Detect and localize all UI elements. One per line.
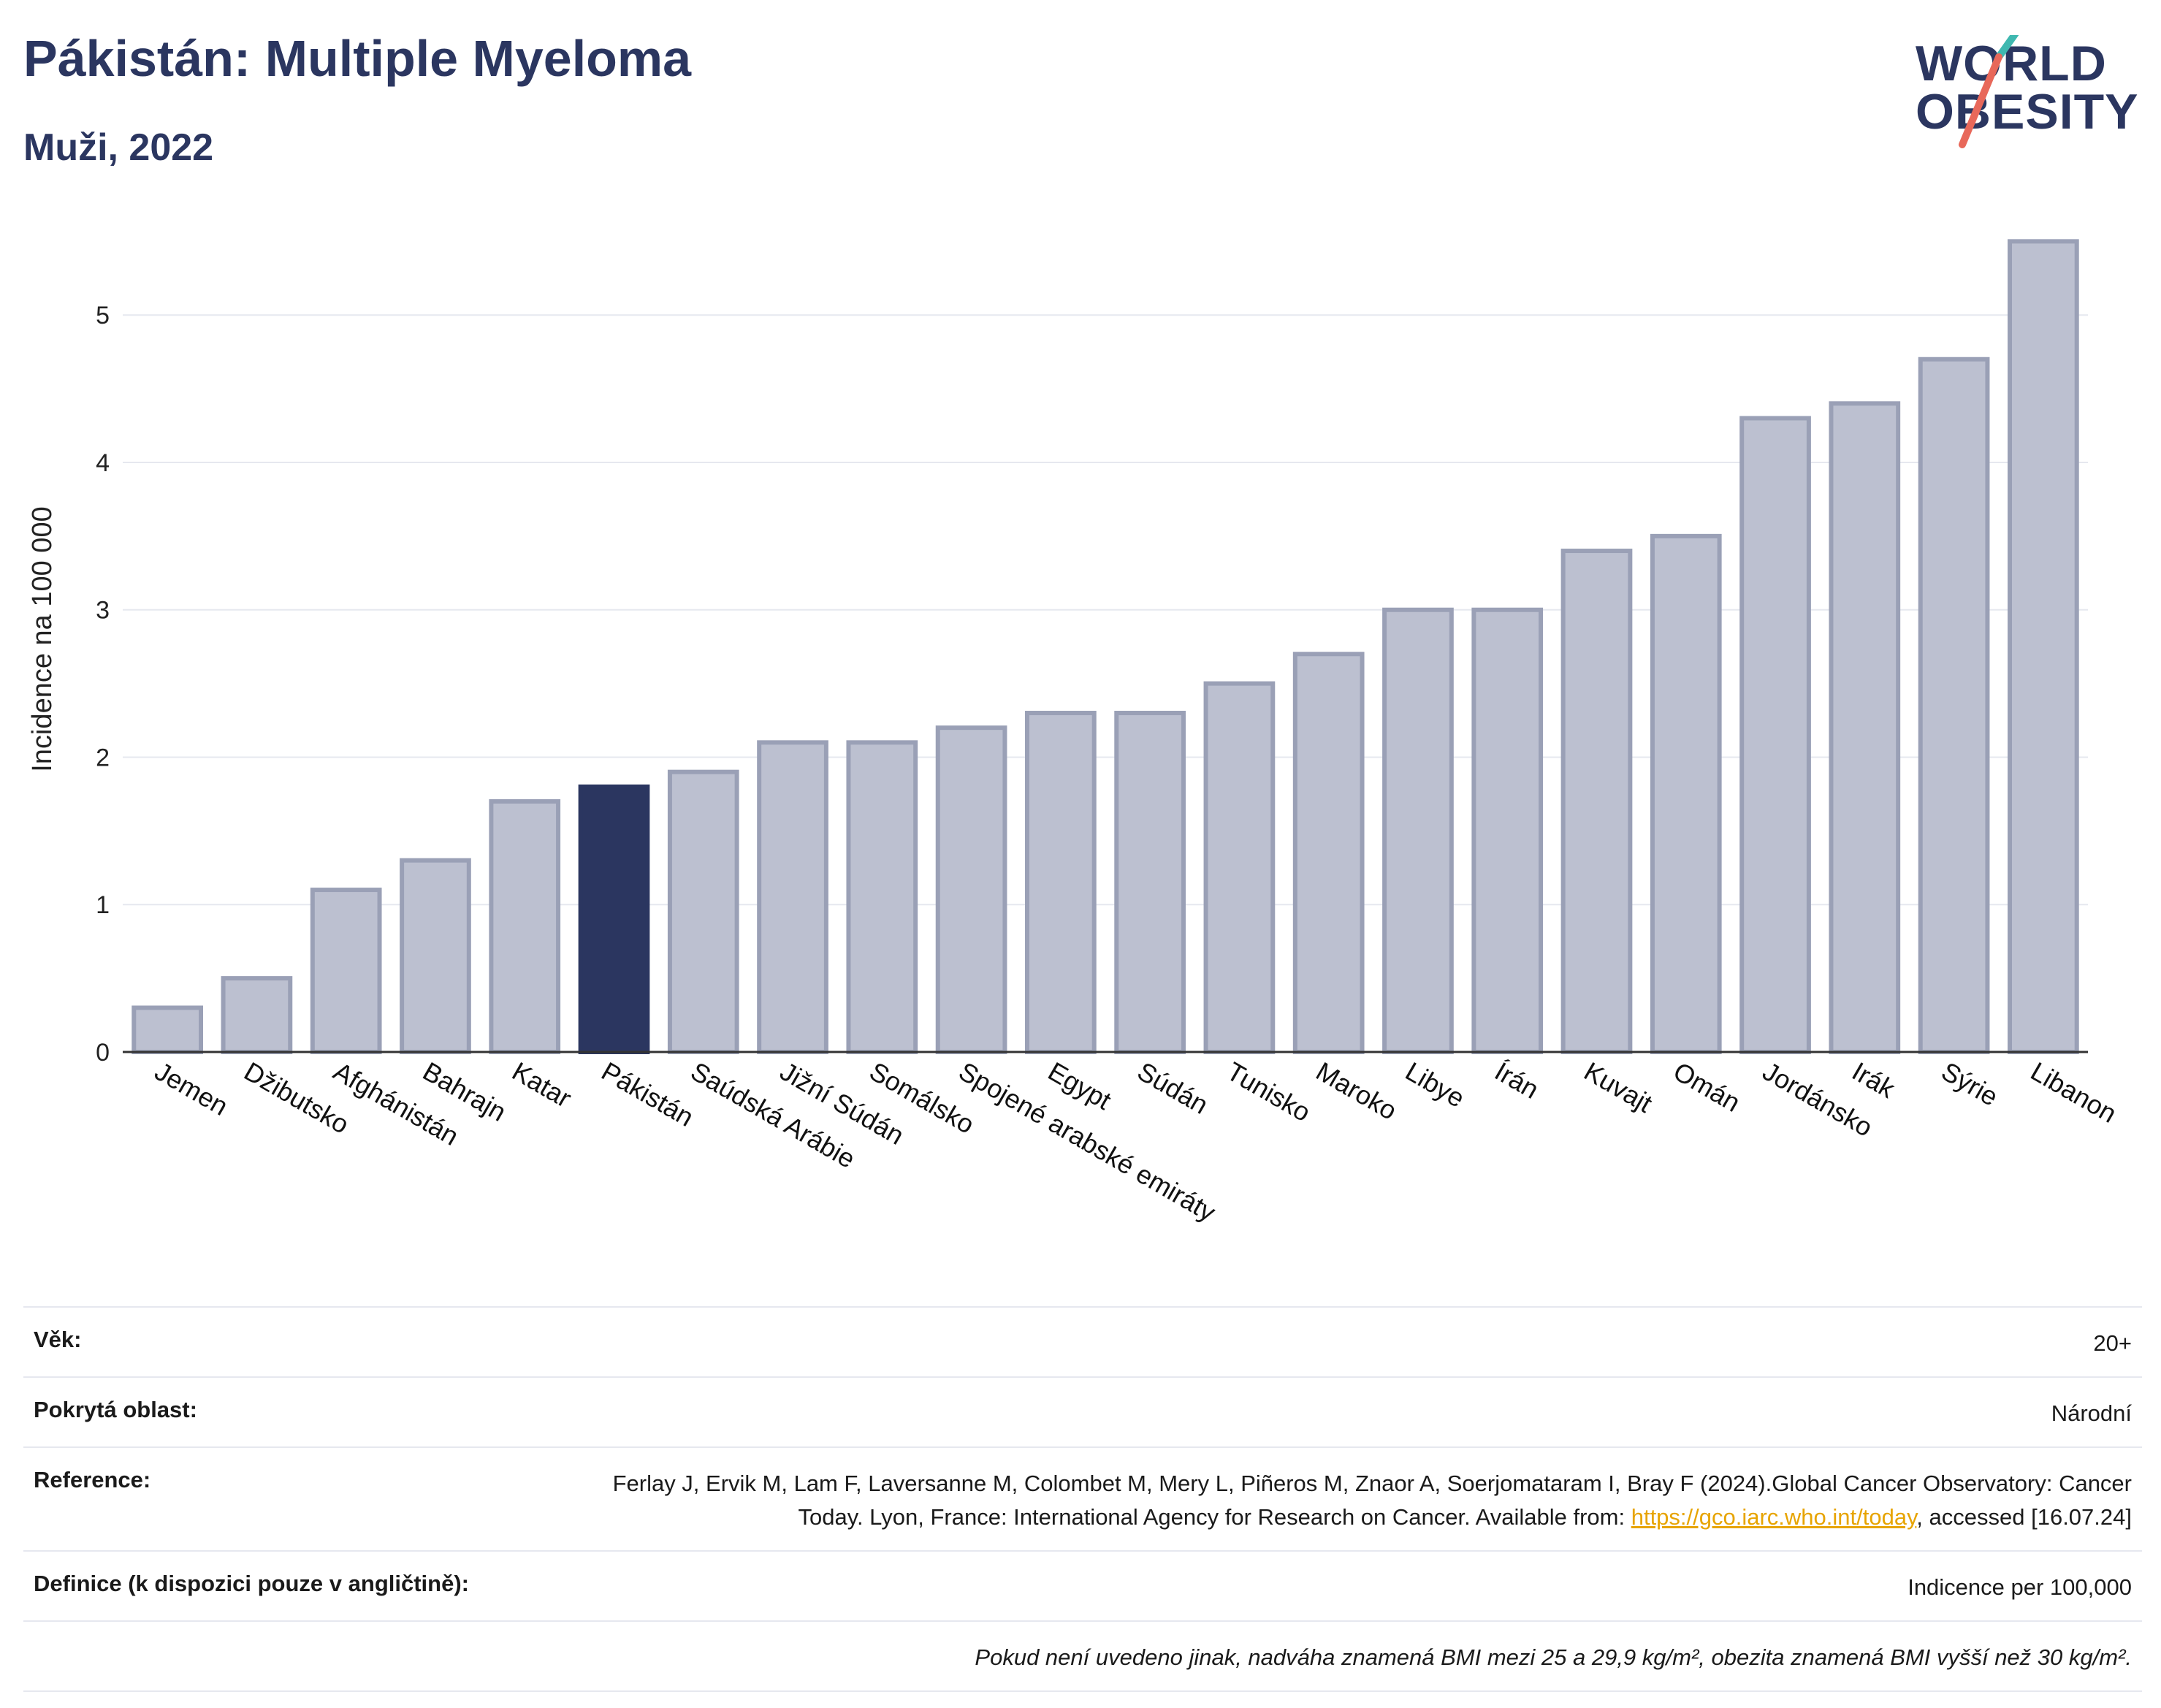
meta-row-age: Věk: 20+: [23, 1306, 2142, 1376]
meta-label-coverage: Pokrytá oblast:: [34, 1397, 197, 1422]
y-tick-label: 1: [96, 891, 110, 919]
x-tick-label: Kuvajt: [1579, 1056, 1658, 1118]
x-tick-label: Pákistán: [597, 1056, 699, 1132]
meta-value-age: 20+: [2093, 1330, 2132, 1356]
bar-jemen: [132, 1005, 203, 1054]
x-tick-label: Katar: [507, 1056, 576, 1113]
bar-omán: [1650, 533, 1722, 1055]
y-axis-ticks: 0 1 2 3 4 5: [96, 302, 110, 1067]
bar-pákistán: [578, 784, 650, 1054]
x-tick-label: Tunisko: [1221, 1056, 1316, 1127]
meta-row-definition: Definice (k dispozici pouze v angličtině…: [23, 1550, 2142, 1620]
meta-value-definition: Indicence per 100,000: [1907, 1574, 2132, 1600]
y-tick-label: 3: [96, 597, 110, 625]
bars: [132, 239, 2079, 1055]
bar-tunisko: [1203, 681, 1276, 1054]
x-tick-label: Írán: [1490, 1056, 1544, 1105]
bar-sýrie: [1918, 357, 1990, 1054]
y-axis-label: Incidence na 100 000: [27, 506, 58, 771]
bar-saúdská-arábie: [667, 769, 739, 1055]
meta-value-reference: Ferlay J, Ervik M, Lam F, Laversanne M, …: [598, 1467, 2132, 1534]
metadata-table: Věk: 20+ Pokrytá oblast: Národní Referen…: [23, 1306, 2142, 1692]
bar-kuvajt: [1560, 549, 1633, 1054]
y-tick-label: 0: [96, 1039, 110, 1067]
x-tick-label: Súdán: [1132, 1056, 1213, 1120]
x-tick-label: Libye: [1400, 1056, 1470, 1113]
world-obesity-logo: WORLD OBESITY: [1907, 35, 2148, 159]
bar-súdán: [1114, 710, 1186, 1054]
bar-jordánsko: [1739, 416, 1811, 1055]
meta-row-reference: Reference: Ferlay J, Ervik M, Lam F, Lav…: [23, 1446, 2142, 1550]
x-tick-label: Jemen: [150, 1056, 233, 1121]
meta-value-coverage: Národní: [2051, 1400, 2132, 1426]
meta-row-coverage: Pokrytá oblast: Národní: [23, 1376, 2142, 1446]
chart-subtitle: Muži, 2022: [23, 126, 214, 169]
bar-egypt: [1025, 710, 1097, 1054]
reference-accessed: , accessed [16.07.24]: [1916, 1504, 2132, 1530]
y-tick-label: 4: [96, 449, 110, 477]
x-tick-label: Sýrie: [1937, 1056, 2004, 1112]
bar-libye: [1382, 607, 1454, 1054]
bar-irák: [1829, 401, 1901, 1054]
y-tick-label: 5: [96, 302, 110, 329]
y-tick-label: 2: [96, 744, 110, 771]
bar-afghánistán: [310, 888, 382, 1055]
bar-bahrajn: [400, 858, 471, 1054]
bmi-note: Pokud není uvedeno jinak, nadváha znamen…: [975, 1644, 2132, 1670]
logo-slash-icon: [1959, 35, 2019, 148]
chart-title: Pákistán: Multiple Myeloma: [23, 30, 692, 87]
bar-džibutsko: [221, 976, 293, 1054]
bar-somálsko: [846, 740, 918, 1054]
meta-row-note: Pokud není uvedeno jinak, nadváha znamen…: [23, 1620, 2142, 1692]
x-tick-label: Irák: [1847, 1056, 1900, 1104]
reference-link[interactable]: https://gco.iarc.who.int/today: [1631, 1504, 1917, 1530]
reference-text: Ferlay J, Ervik M, Lam F, Laversanne M, …: [612, 1471, 2132, 1530]
bar-spojené-arabské-emiráty: [935, 725, 1007, 1055]
logo-line-2: OBESITY: [1916, 84, 2139, 140]
bar-chart: 0 1 2 3 4 5 Jemen DžibutskoAfghánistánBahrajnK…: [27, 239, 2122, 1227]
bar-libanon: [2008, 239, 2079, 1055]
bar-katar: [489, 799, 561, 1054]
bar-jižní-súdán: [757, 740, 828, 1054]
bar-írán: [1471, 607, 1544, 1054]
bar-maroko: [1292, 652, 1365, 1054]
x-tick-label: Maroko: [1311, 1056, 1402, 1126]
meta-label-age: Věk:: [34, 1327, 82, 1352]
x-tick-label: Libanon: [2026, 1056, 2122, 1129]
meta-label-reference: Reference:: [34, 1467, 151, 1492]
meta-label-definition: Definice (k dispozici pouze v angličtině…: [34, 1571, 469, 1596]
x-tick-label: Omán: [1669, 1056, 1745, 1118]
